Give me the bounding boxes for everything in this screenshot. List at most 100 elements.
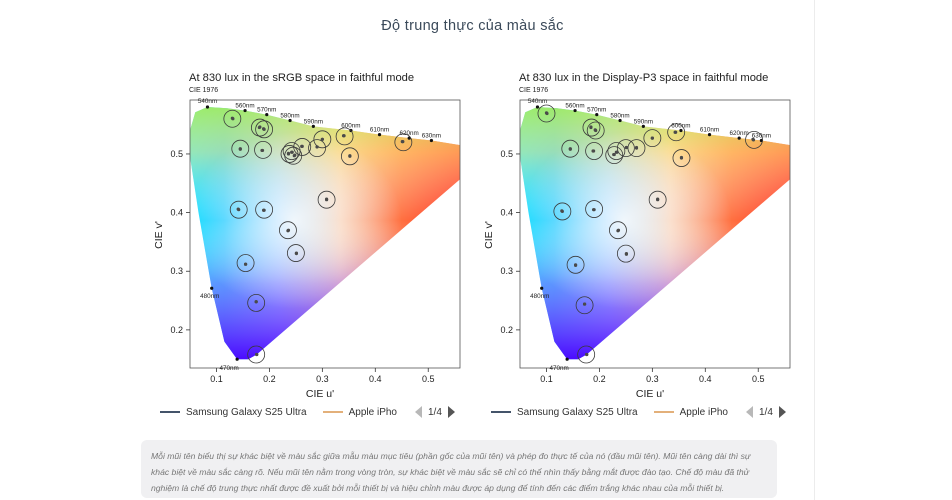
locus-wavelength-label: 480nm [530,293,549,300]
legend-label-apple: Apple iPho [679,406,728,418]
tolerance-circle [340,147,359,166]
locus-wavelength-dot [565,357,569,361]
x-axis-label: CIE u' [306,388,334,400]
tolerance-circle [553,202,572,221]
legend-p3: Samsung Galaxy S25 Ultra Apple iPho 1/4 [491,404,786,420]
measured-point [679,156,684,160]
tolerance-circle [582,118,601,137]
x-tick-label: 0.2 [593,374,606,384]
measured-point [594,128,598,133]
y-tick-label: 0.3 [170,266,183,276]
y-tick-label: 0.4 [170,208,183,218]
locus-wavelength-dot [288,118,292,123]
tolerance-circle [586,121,605,140]
legend-item-apple[interactable]: Apple iPho [322,406,397,418]
cie-whitepoint-glow [520,107,790,360]
measured-point [300,144,304,148]
measured-point [624,252,629,256]
locus-wavelength-dot [707,132,712,137]
locus-wavelength-label: 580nm [280,113,299,120]
legend-prev-icon[interactable] [746,406,753,418]
measured-point [582,302,587,306]
tolerance-circle [231,139,250,158]
tolerance-circle [279,221,297,240]
measured-point [615,150,619,154]
tolerance-circle [313,130,332,149]
tolerance-circle [575,296,594,315]
legend-next-icon[interactable] [778,406,786,418]
locus-wavelength-dot [595,113,599,117]
tolerance-circle [223,109,242,128]
legend-label-apple: Apple iPho [348,406,397,418]
tolerance-circle [667,123,686,142]
legend-item-apple[interactable]: Apple iPho [653,406,728,418]
measured-point [286,152,291,156]
locus-wavelength-dot [311,124,315,128]
x-tick-label: 0.1 [540,374,553,384]
locus-wavelength-dot [535,105,540,109]
legend-item-samsung[interactable]: Samsung Galaxy S25 Ultra [160,407,307,418]
tolerance-circle [254,140,272,159]
locus-wavelength-label: 620nm [400,130,419,137]
measured-point [315,145,319,149]
measured-point [324,198,329,202]
locus-wavelength-dot [210,286,214,290]
locus-wavelength-label: 600nm [671,122,690,129]
locus-wavelength-label: 570nm [257,107,276,114]
cie-year-label: CIE 1976 [189,87,219,94]
tolerance-circle [585,200,604,218]
measured-point [560,209,564,214]
locus-wavelength-dot [573,108,577,113]
locus-wavelength-label: 610nm [370,127,389,134]
locus-wavelength-label: 540nm [528,98,547,105]
legend-swatch-samsung [160,411,180,413]
locus-wavelength-label: 610nm [700,127,719,134]
y-tick-label: 0.4 [500,208,513,218]
legend-prev-icon[interactable] [415,406,422,418]
measured-point [656,198,660,202]
locus-wavelength-dot [679,128,683,133]
legend-swatch-apple [322,411,343,413]
measured-point [545,111,549,116]
content-right-border [814,0,815,500]
legend-item-samsung[interactable]: Samsung Galaxy S25 Ultra [491,407,638,418]
measured-point [286,228,291,232]
locus-wavelength-dot [540,286,544,290]
measured-point [624,145,629,150]
measured-point [231,117,235,121]
locus-wavelength-label: 590nm [634,118,653,125]
measured-point [585,352,589,357]
y-tick-label: 0.2 [500,325,513,335]
measured-point [634,146,639,150]
tolerance-circle [236,254,255,272]
x-tick-label: 0.4 [699,374,712,384]
measured-point [260,148,265,153]
measured-point [568,147,572,151]
tolerance-circle [255,120,274,139]
locus-wavelength-label: 560nm [565,103,584,110]
measured-point [320,137,324,141]
measured-point [238,147,242,151]
tolerance-circle [247,294,266,312]
legend-pager: 1/4 [415,406,455,418]
x-tick-label: 0.5 [422,374,435,384]
y-axis-label: CIE v' [153,221,165,249]
measured-point [294,251,299,255]
tolerance-circle [293,138,312,156]
measured-point [751,137,755,141]
cie-whitepoint-glow [190,107,460,360]
x-tick-label: 0.2 [263,374,276,384]
locus-wavelength-label: 470nm [219,365,238,372]
locus-wavelength-label: 470nm [549,365,568,372]
tolerance-circle [286,244,305,262]
tolerance-circle [394,133,413,152]
tolerance-circle [335,127,354,146]
y-tick-label: 0.5 [170,149,183,159]
locus-wavelength-dot [618,118,622,123]
measured-point [293,153,297,157]
x-tick-label: 0.5 [752,374,765,384]
legend-next-icon[interactable] [447,406,455,418]
measured-point [592,208,596,212]
x-tick-label: 0.3 [646,374,659,384]
tolerance-circle [577,345,596,364]
